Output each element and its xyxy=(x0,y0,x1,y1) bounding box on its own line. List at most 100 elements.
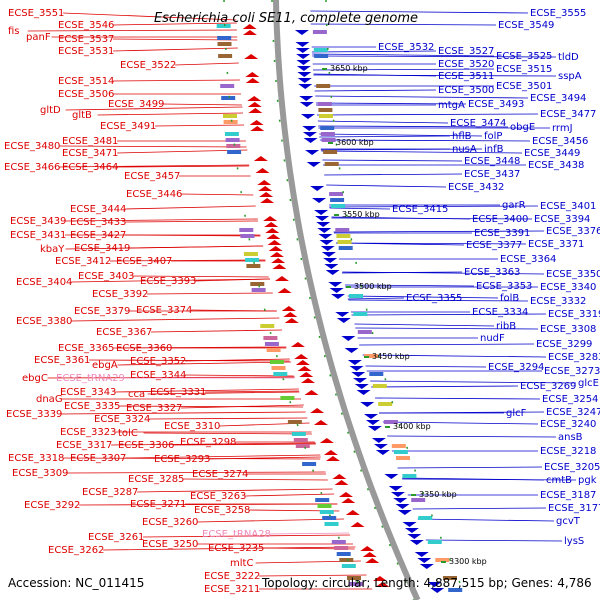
right-gene-label[interactable]: ECSE_3283 xyxy=(548,352,600,363)
right-gene-label[interactable]: tldD xyxy=(558,52,579,63)
right-gene-label[interactable]: folB xyxy=(500,293,519,304)
right-gene-label[interactable]: garR xyxy=(502,200,526,211)
right-gene-label[interactable]: ECSE_3299 xyxy=(536,339,592,350)
left-gene-label[interactable]: ECSE_3506 xyxy=(58,89,114,100)
right-gene-label[interactable]: ECSE_3177 xyxy=(548,503,600,514)
right-gene-label[interactable]: ribB xyxy=(496,321,516,332)
left-gene-label[interactable]: ECSE_3211 xyxy=(204,584,260,595)
left-gene-label[interactable]: dnaG xyxy=(36,394,63,405)
right-gene-label[interactable]: ECSE_3515 xyxy=(496,64,552,75)
right-gene-label[interactable]: ECSE_3549 xyxy=(498,20,554,31)
right-gene-label[interactable]: ECSE_3273 xyxy=(544,366,600,377)
right-gene-label[interactable]: ECSE_3334 xyxy=(472,307,528,318)
right-gene-label[interactable]: glcE xyxy=(578,378,599,389)
left-gene-label[interactable]: ECSE_3344 xyxy=(130,370,186,381)
right-gene-label[interactable]: ECSE_3363 xyxy=(464,267,520,278)
left-gene-label[interactable]: ECSE_3464 xyxy=(62,162,118,173)
left-gene-label[interactable]: ECSE_3285 xyxy=(128,474,184,485)
right-gene-label[interactable]: lysS xyxy=(564,536,584,547)
right-gene-label[interactable]: ECSE_3448 xyxy=(464,156,520,167)
left-gene-label[interactable]: ECSE_3339 xyxy=(6,409,62,420)
left-gene-label[interactable]: ECSE_3444 xyxy=(70,204,126,215)
left-gene-label[interactable]: gltB xyxy=(72,110,92,121)
left-gene-label[interactable]: ECSE_3537 xyxy=(58,34,114,45)
right-gene-label[interactable]: hflB xyxy=(452,131,472,142)
rna-gene-label[interactable]: ECSE_tRNA29 xyxy=(56,373,125,384)
right-gene-label[interactable]: infB xyxy=(484,144,504,155)
right-gene-label[interactable]: ECSE_3364 xyxy=(500,254,556,265)
left-gene-label[interactable]: ECSE_3522 xyxy=(120,60,176,71)
right-gene-label[interactable]: ECSE_3254 xyxy=(542,394,598,405)
left-gene-label[interactable]: ECSE_3307 xyxy=(70,453,126,464)
left-gene-label[interactable]: ECSE_3427 xyxy=(70,230,126,241)
right-gene-label[interactable]: ECSE_3350 xyxy=(546,269,600,280)
left-gene-label[interactable]: ECSE_3310 xyxy=(164,421,220,432)
right-gene-label[interactable]: ECSE_3494 xyxy=(530,93,586,104)
right-gene-label[interactable]: ECSE_3205 xyxy=(544,462,600,473)
right-gene-label[interactable]: ECSE_3501 xyxy=(496,81,552,92)
left-gene-label[interactable]: ECSE_3374 xyxy=(136,305,192,316)
right-gene-label[interactable]: ECSE_3493 xyxy=(468,99,524,110)
left-gene-label[interactable]: ECSE_3365 xyxy=(58,343,114,354)
left-gene-label[interactable]: ECSE_3491 xyxy=(100,121,156,132)
left-gene-label[interactable]: ECSE_3335 xyxy=(64,401,120,412)
left-gene-label[interactable]: ECSE_3499 xyxy=(108,99,164,110)
left-gene-label[interactable]: kbaY xyxy=(40,244,65,255)
right-gene-label[interactable]: ECSE_3511 xyxy=(438,71,494,82)
rna-gene-label[interactable]: ECSE_tRNA28 xyxy=(202,529,271,540)
left-gene-label[interactable]: ECSE_3274 xyxy=(192,469,248,480)
left-gene-label[interactable]: ECSE_3298 xyxy=(180,437,236,448)
right-gene-label[interactable]: ECSE_3555 xyxy=(530,8,586,19)
left-gene-label[interactable]: ECSE_3367 xyxy=(96,327,152,338)
right-gene-label[interactable]: ECSE_3355 xyxy=(406,293,462,304)
right-gene-label[interactable]: mtgA xyxy=(438,100,465,111)
right-gene-label[interactable]: ECSE_3532 xyxy=(378,42,434,53)
right-gene-label[interactable]: pgk xyxy=(578,475,597,486)
right-gene-label[interactable]: ECSE_3500 xyxy=(438,85,494,96)
left-gene-label[interactable]: ECSE_3324 xyxy=(94,414,150,425)
left-gene-label[interactable]: ECSE_3481 xyxy=(62,136,118,147)
left-gene-label[interactable]: ECSE_3480 xyxy=(4,141,60,152)
right-gene-label[interactable]: ECSE_3308 xyxy=(540,324,596,335)
left-gene-label[interactable]: ECSE_3379 xyxy=(74,306,130,317)
right-gene-label[interactable]: ECSE_3527 xyxy=(438,46,494,57)
right-gene-label[interactable]: ECSE_3432 xyxy=(448,182,504,193)
left-gene-label[interactable]: ECSE_3466 xyxy=(4,162,60,173)
right-gene-label[interactable]: ECSE_3376 xyxy=(546,226,600,237)
left-gene-label[interactable]: ECSE_3263 xyxy=(190,491,246,502)
right-gene-label[interactable]: ECSE_3415 xyxy=(392,204,448,215)
right-gene-label[interactable]: ECSE_3477 xyxy=(540,109,596,120)
left-gene-label[interactable]: ECSE_3403 xyxy=(78,271,134,282)
right-gene-label[interactable]: ECSE_3294 xyxy=(488,362,544,373)
right-gene-label[interactable]: ECSE_3391 xyxy=(474,228,530,239)
left-gene-label[interactable]: gltD xyxy=(40,105,61,116)
right-gene-label[interactable]: ECSE_3187 xyxy=(540,490,596,501)
left-gene-label[interactable]: ebgA xyxy=(92,360,118,371)
left-gene-label[interactable]: ECSE_3419 xyxy=(74,243,130,254)
left-gene-label[interactable]: mltC xyxy=(230,558,253,569)
left-gene-label[interactable]: ECSE_3271 xyxy=(130,499,186,510)
right-gene-label[interactable]: ECSE_3269 xyxy=(520,381,576,392)
left-gene-label[interactable]: ECSE_3431 xyxy=(10,230,66,241)
right-gene-label[interactable]: ECSE_3474 xyxy=(450,118,506,129)
left-gene-label[interactable]: tolC xyxy=(118,428,138,439)
right-gene-label[interactable]: ECSE_3400 xyxy=(472,214,528,225)
left-gene-label[interactable]: ECSE_3222 xyxy=(204,571,260,582)
left-gene-label[interactable]: ECSE_3261 xyxy=(88,532,144,543)
right-gene-label[interactable]: nusA xyxy=(452,144,477,155)
left-gene-label[interactable]: panF xyxy=(26,32,51,43)
right-gene-label[interactable]: ansB xyxy=(558,432,583,443)
left-gene-label[interactable]: ECSE_3262 xyxy=(48,545,104,556)
left-gene-label[interactable]: ECSE_3250 xyxy=(142,539,198,550)
left-gene-label[interactable]: ECSE_3323 xyxy=(60,427,116,438)
left-gene-label[interactable]: cca xyxy=(128,389,145,400)
left-gene-label[interactable]: ECSE_3258 xyxy=(194,505,250,516)
right-gene-label[interactable]: cmtB xyxy=(546,475,572,486)
left-gene-label[interactable]: fis xyxy=(8,26,20,37)
right-gene-label[interactable]: ECSE_3394 xyxy=(534,214,590,225)
right-gene-label[interactable]: ECSE_3319 xyxy=(548,309,600,320)
right-gene-label[interactable]: ECSE_3377 xyxy=(466,240,522,251)
right-gene-label[interactable]: rrmJ xyxy=(552,123,573,134)
left-gene-label[interactable]: ECSE_3380 xyxy=(16,316,72,327)
left-gene-label[interactable]: ECSE_3546 xyxy=(58,20,114,31)
